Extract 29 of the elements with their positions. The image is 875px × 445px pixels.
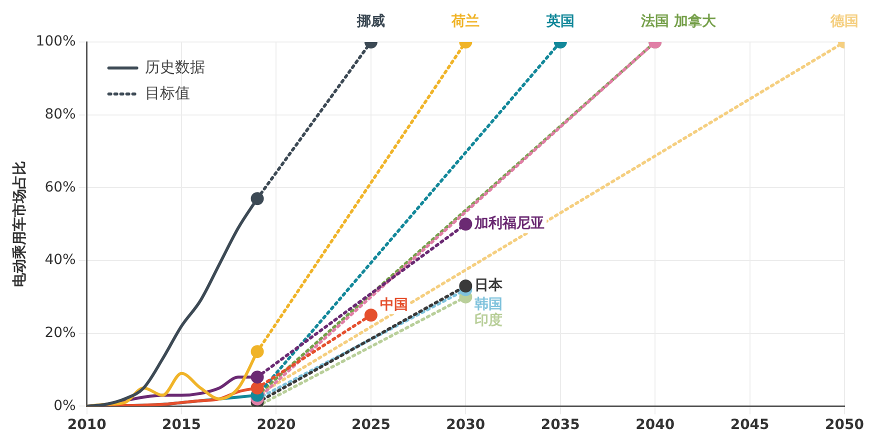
- legend-label: 历史数据: [144, 58, 205, 76]
- annotation: 加利福尼亚: [474, 214, 545, 232]
- y-tick-label: 20%: [44, 325, 76, 341]
- x-tick-label: 2040: [636, 417, 675, 434]
- x-tick-label: 2020: [256, 417, 296, 434]
- annotation: 日本: [474, 278, 504, 294]
- y-tick-label: 0%: [54, 398, 76, 414]
- y-tick-label: 80%: [44, 106, 76, 122]
- annotation: 印度: [474, 312, 503, 329]
- annotation: 中国: [380, 296, 408, 313]
- x-tick-label: 2010: [67, 417, 107, 434]
- annotation: 荷兰: [450, 12, 480, 30]
- annotation: 韩国: [474, 296, 503, 312]
- x-tick-label: 2035: [540, 417, 580, 434]
- y-tick-label: 40%: [44, 252, 76, 268]
- annotation: 德国: [830, 14, 859, 30]
- x-tick-label: 2045: [730, 417, 770, 434]
- x-tick-label: 2015: [162, 417, 202, 434]
- annotation: 法国: [640, 14, 670, 30]
- y-axis-title: 电动乘用车市场占比: [11, 161, 28, 288]
- x-tick-label: 2025: [351, 417, 390, 434]
- annotation: 挪威: [356, 14, 385, 30]
- annotation: 加拿大: [673, 14, 718, 30]
- y-tick-label: 100%: [36, 34, 76, 50]
- annotation: 英国: [545, 14, 574, 30]
- legend-label: 目标值: [144, 84, 190, 102]
- y-tick-label: 60%: [44, 179, 76, 196]
- x-tick-label: 2050: [825, 417, 864, 434]
- x-tick-label: 2030: [446, 417, 486, 434]
